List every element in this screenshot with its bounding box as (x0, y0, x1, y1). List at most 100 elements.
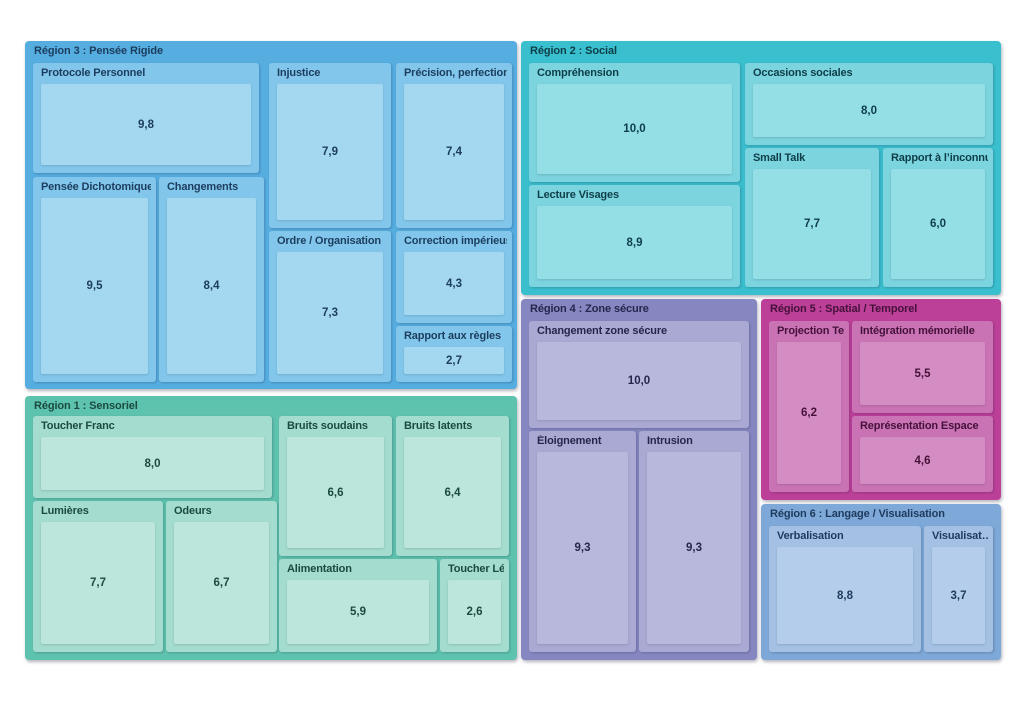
cell-value-box: 6,7 (174, 522, 269, 644)
cell-comprehension[interactable]: Compréhension 10,0 (529, 63, 740, 182)
cell-value: 4,6 (914, 454, 931, 467)
cell-label: Injustice (277, 67, 321, 79)
cell-value-box: 2,7 (404, 347, 504, 374)
cell-value-box: 5,9 (287, 580, 429, 644)
cell-value: 8,4 (203, 280, 220, 292)
cell-ordre-organisation[interactable]: Ordre / Organisation 7,3 (269, 231, 391, 382)
cell-injustice[interactable]: Injustice 7,9 (269, 63, 391, 228)
cell-value-box: 9,5 (41, 198, 148, 374)
cell-value-box: 5,5 (860, 342, 985, 405)
cell-value-box: 6,0 (891, 169, 985, 279)
region-title-zone-secure: Région 4 : Zone sécure (530, 303, 649, 315)
cell-value-box: 4,3 (404, 252, 504, 315)
cell-value: 7,3 (322, 307, 338, 319)
cell-label: Small Talk (753, 152, 806, 164)
cell-verbalisation[interactable]: Verbalisation 8,8 (769, 526, 921, 652)
cell-value: 2,6 (466, 606, 483, 618)
region-langage-visualisation[interactable]: Région 6 : Langage / Visualisation Verba… (761, 504, 1001, 660)
cell-value: 8,9 (626, 236, 643, 249)
cell-toucher-leger[interactable]: Toucher Lé… 2,6 (440, 559, 509, 652)
cell-protocole-personnel[interactable]: Protocole Personnel 9,8 (33, 63, 259, 173)
cell-value-box: 9,8 (41, 84, 251, 165)
cell-label: Alimentation (287, 563, 352, 575)
cell-value: 6,7 (213, 577, 230, 589)
cell-label: Rapport aux règles (404, 330, 501, 342)
cell-value-box: 3,7 (932, 547, 985, 644)
cell-label: Représentation Espace (860, 420, 979, 432)
cell-value: 9,5 (86, 280, 103, 292)
cell-label: Pensée Dichotomique (41, 181, 151, 193)
cell-value: 8,0 (861, 104, 877, 117)
region-title-spatial-temporel: Région 5 : Spatial / Temporel (770, 303, 918, 315)
cell-visualisation[interactable]: Visualisat… 3,7 (924, 526, 993, 652)
cell-label: Intrusion (647, 435, 693, 447)
cell-value-box: 6,2 (777, 342, 841, 484)
cell-correction-imperieuse[interactable]: Correction impérieuse 4,3 (396, 231, 512, 323)
cell-label: Verbalisation (777, 530, 844, 542)
cell-value: 4,3 (446, 277, 462, 290)
cell-label: Toucher Lé… (448, 563, 504, 575)
cell-value-box: 8,4 (167, 198, 256, 374)
cell-projection-temporelle[interactable]: Projection Te… 6,2 (769, 321, 849, 492)
cell-value: 9,8 (138, 118, 154, 131)
cell-occasions-sociales[interactable]: Occasions sociales 8,0 (745, 63, 993, 145)
cell-eloignement[interactable]: Éloignement 9,3 (529, 431, 636, 652)
region-pensee-rigide[interactable]: Région 3 : Pensée Rigide Protocole Perso… (25, 41, 517, 389)
cell-rapport-a-l-inconnu[interactable]: Rapport à l’inconnu 6,0 (883, 148, 993, 287)
region-spatial-temporel[interactable]: Région 5 : Spatial / Temporel Projection… (761, 299, 1001, 500)
cell-value: 2,7 (446, 354, 462, 367)
cell-value-box: 8,8 (777, 547, 913, 644)
cell-value: 7,7 (804, 218, 820, 230)
cell-lecture-visages[interactable]: Lecture Visages 8,9 (529, 185, 740, 287)
region-title-sensoriel: Région 1 : Sensoriel (34, 400, 138, 412)
cell-value-box: 7,7 (41, 522, 155, 644)
cell-value-box: 9,3 (537, 452, 628, 644)
cell-value-box: 7,3 (277, 252, 383, 374)
cell-integration-memorielle[interactable]: Intégration mémorielle 5,5 (852, 321, 993, 413)
cell-value: 3,7 (950, 589, 967, 602)
cell-label: Intégration mémorielle (860, 325, 975, 337)
cell-label: Correction impérieuse (404, 235, 507, 247)
cell-label: Précision, perfectionni… (404, 67, 507, 79)
cell-precision-perfectionnisme[interactable]: Précision, perfectionni… 7,4 (396, 63, 512, 228)
cell-bruits-soudains[interactable]: Bruits soudains 6,6 (279, 416, 392, 556)
cell-label: Toucher Franc (41, 420, 115, 432)
cell-changements[interactable]: Changements 8,4 (159, 177, 264, 382)
cell-value: 6,4 (444, 486, 461, 499)
cell-value: 6,6 (327, 486, 344, 499)
cell-rapport-aux-regles[interactable]: Rapport aux règles 2,7 (396, 326, 512, 382)
cell-value-box: 4,6 (860, 437, 985, 484)
cell-label: Compréhension (537, 67, 619, 79)
cell-bruits-latents[interactable]: Bruits latents 6,4 (396, 416, 509, 556)
cell-representation-espace[interactable]: Représentation Espace 4,6 (852, 416, 993, 492)
cell-value: 7,4 (446, 146, 462, 158)
cell-label: Changements (167, 181, 239, 193)
cell-value-box: 2,6 (448, 580, 501, 644)
cell-value: 6,2 (801, 407, 817, 419)
cell-alimentation[interactable]: Alimentation 5,9 (279, 559, 437, 652)
region-title-pensee-rigide: Région 3 : Pensée Rigide (34, 45, 164, 57)
cell-lumieres[interactable]: Lumières 7,7 (33, 501, 163, 652)
cell-pensee-dichotomique[interactable]: Pensée Dichotomique 9,5 (33, 177, 156, 382)
cell-label: Changement zone sécure (537, 325, 667, 337)
cell-intrusion[interactable]: Intrusion 9,3 (639, 431, 749, 652)
cell-value: 10,0 (623, 123, 646, 135)
cell-label: Projection Te… (777, 325, 844, 337)
cell-value-box: 6,6 (287, 437, 384, 548)
cell-toucher-franc[interactable]: Toucher Franc 8,0 (33, 416, 272, 498)
cell-changement-zone-secure[interactable]: Changement zone sécure 10,0 (529, 321, 749, 428)
cell-value: 10,0 (627, 375, 651, 387)
cell-small-talk[interactable]: Small Talk 7,7 (745, 148, 879, 287)
cell-odeurs[interactable]: Odeurs 6,7 (166, 501, 277, 652)
region-sensoriel[interactable]: Région 1 : Sensoriel Toucher Franc 8,0 L… (25, 396, 517, 660)
cell-value-box: 7,9 (277, 84, 383, 220)
cell-label: Bruits latents (404, 420, 473, 432)
region-title-social: Région 2 : Social (530, 45, 617, 57)
region-zone-secure[interactable]: Région 4 : Zone sécure Changement zone s… (521, 299, 757, 660)
cell-value-box: 8,0 (753, 84, 985, 137)
cell-value-box: 7,4 (404, 84, 504, 220)
region-social[interactable]: Région 2 : Social Compréhension 10,0 Lec… (521, 41, 1001, 295)
cell-label: Lumières (41, 505, 89, 517)
cell-value: 7,7 (90, 577, 106, 589)
